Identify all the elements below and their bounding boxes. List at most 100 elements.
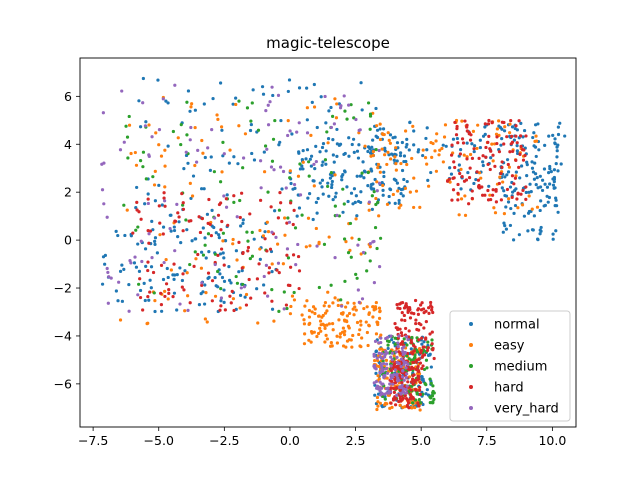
point-easy	[329, 341, 333, 345]
point-normal	[370, 187, 374, 191]
point-normal	[305, 148, 310, 152]
point-normal	[551, 232, 555, 236]
point-normal	[526, 211, 531, 215]
point-normal	[186, 161, 190, 165]
legend-label-hard: hard	[494, 381, 524, 396]
point-very_hard	[378, 371, 383, 375]
point-hard	[398, 302, 402, 306]
point-very_hard	[329, 125, 334, 130]
point-very_hard	[270, 230, 274, 234]
point-normal	[118, 269, 123, 274]
point-normal	[201, 226, 205, 230]
point-hard	[226, 223, 230, 227]
point-easy	[129, 151, 133, 156]
point-very_hard	[335, 213, 339, 217]
point-medium	[432, 397, 436, 401]
point-normal	[335, 154, 339, 158]
point-very_hard	[266, 103, 270, 107]
point-normal	[263, 230, 267, 234]
point-easy	[316, 331, 321, 336]
point-very_hard	[402, 378, 406, 382]
point-easy	[258, 228, 262, 233]
point-easy	[503, 125, 507, 129]
point-hard	[418, 392, 422, 396]
point-normal	[382, 170, 386, 174]
point-very_hard	[404, 387, 408, 392]
point-very_hard	[373, 339, 378, 343]
point-normal	[472, 181, 476, 186]
point-normal	[539, 199, 543, 203]
point-normal	[227, 278, 232, 283]
point-easy	[317, 314, 321, 318]
point-hard	[519, 192, 523, 196]
point-medium	[221, 231, 225, 235]
point-normal	[320, 163, 324, 167]
point-easy	[216, 117, 220, 122]
point-normal	[227, 161, 231, 165]
point-normal	[172, 277, 176, 281]
point-very_hard	[377, 148, 381, 153]
point-normal	[298, 167, 303, 171]
point-normal	[382, 174, 386, 179]
point-easy	[272, 319, 276, 323]
point-normal	[249, 122, 253, 127]
point-easy	[460, 119, 464, 123]
point-normal	[374, 371, 378, 375]
point-normal	[506, 170, 511, 174]
point-normal	[203, 283, 207, 287]
point-medium	[219, 287, 223, 291]
point-normal	[356, 156, 361, 160]
point-easy	[378, 122, 382, 126]
point-hard	[417, 374, 421, 379]
point-hard	[389, 368, 393, 373]
point-normal	[320, 145, 325, 150]
point-easy	[367, 208, 371, 212]
point-hard	[422, 310, 426, 315]
point-hard	[397, 399, 401, 404]
point-normal	[551, 183, 556, 187]
point-hard	[247, 277, 251, 282]
point-hard	[449, 153, 454, 157]
point-normal	[191, 174, 196, 178]
point-hard	[505, 187, 510, 192]
point-normal	[200, 250, 204, 254]
point-hard	[420, 301, 424, 305]
point-hard	[456, 191, 460, 195]
point-hard	[238, 215, 242, 220]
point-hard	[417, 357, 421, 362]
point-normal	[327, 109, 331, 113]
point-very_hard	[314, 159, 318, 164]
point-hard	[420, 366, 424, 371]
point-medium	[383, 397, 387, 401]
point-easy	[163, 164, 167, 168]
point-very_hard	[294, 263, 298, 267]
point-hard	[450, 198, 454, 202]
point-easy	[362, 306, 366, 311]
point-easy	[133, 150, 137, 155]
point-normal	[386, 346, 390, 351]
point-normal	[219, 299, 223, 303]
point-very_hard	[100, 188, 105, 192]
point-medium	[307, 160, 311, 164]
point-easy	[190, 194, 195, 198]
point-hard	[424, 336, 428, 340]
point-easy	[219, 125, 224, 129]
point-normal	[197, 303, 202, 307]
point-hard	[279, 201, 283, 205]
point-easy	[360, 336, 364, 340]
point-normal	[554, 161, 558, 166]
chart-title: magic-telescope	[266, 34, 390, 52]
point-normal	[554, 229, 558, 233]
point-easy	[508, 122, 512, 126]
point-normal	[363, 170, 367, 174]
point-hard	[232, 308, 236, 313]
point-normal	[203, 302, 207, 306]
point-hard	[180, 285, 184, 289]
point-easy	[411, 124, 415, 128]
point-easy	[153, 169, 157, 173]
point-medium	[426, 340, 430, 344]
point-easy	[302, 322, 307, 326]
point-normal	[404, 159, 408, 164]
point-normal	[532, 131, 536, 135]
